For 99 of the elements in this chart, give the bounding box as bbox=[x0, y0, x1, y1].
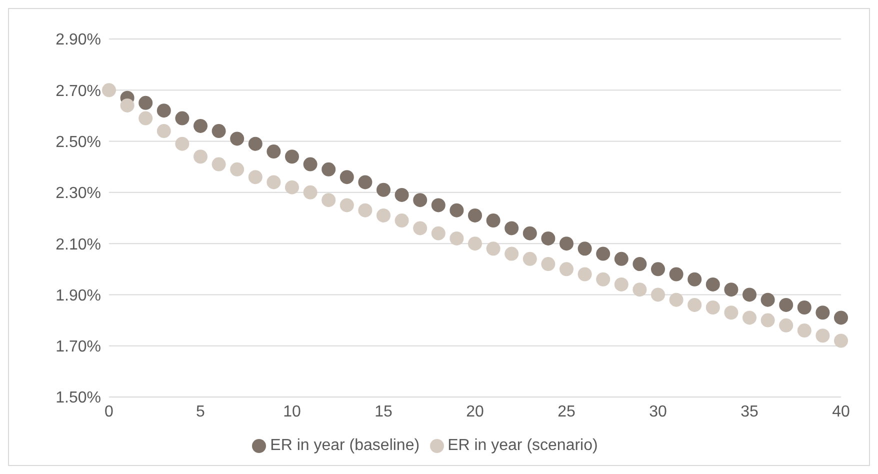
point bbox=[248, 136, 262, 151]
point bbox=[138, 111, 153, 126]
point bbox=[230, 132, 244, 146]
point bbox=[285, 150, 299, 164]
y-tick-label: 2.90% bbox=[56, 32, 101, 49]
point bbox=[724, 282, 738, 297]
legend-label: ER in year (baseline) bbox=[270, 437, 420, 454]
point bbox=[358, 175, 372, 190]
point bbox=[120, 98, 134, 112]
legend-label: ER in year (scenario) bbox=[448, 437, 598, 454]
point bbox=[413, 193, 428, 208]
point bbox=[266, 144, 281, 159]
point bbox=[522, 252, 537, 266]
x-tick-label: 5 bbox=[196, 403, 206, 420]
point bbox=[522, 226, 537, 240]
point bbox=[669, 267, 684, 282]
x-tick-label: 0 bbox=[104, 403, 114, 420]
point bbox=[560, 236, 574, 251]
y-tick-label: 2.30% bbox=[56, 185, 101, 202]
point bbox=[212, 124, 226, 138]
point bbox=[797, 324, 812, 338]
x-tick-label: 15 bbox=[374, 403, 392, 420]
x-tick-label: 35 bbox=[740, 403, 758, 420]
point bbox=[779, 298, 794, 312]
point bbox=[797, 300, 812, 314]
point bbox=[340, 170, 354, 184]
point bbox=[138, 96, 153, 110]
point bbox=[724, 306, 738, 320]
point bbox=[578, 242, 592, 256]
point bbox=[175, 111, 190, 126]
point bbox=[156, 124, 171, 138]
point bbox=[614, 277, 628, 292]
point bbox=[303, 157, 318, 172]
y-tick-label: 1.50% bbox=[56, 390, 101, 407]
point bbox=[486, 242, 500, 256]
point bbox=[486, 214, 500, 228]
y-tick-label: 1.90% bbox=[56, 287, 101, 304]
point bbox=[413, 221, 428, 236]
x-tick-label: 20 bbox=[466, 403, 484, 420]
point bbox=[596, 272, 610, 286]
point bbox=[358, 203, 372, 218]
y-tick-label: 2.50% bbox=[56, 134, 101, 151]
point bbox=[779, 318, 794, 332]
point bbox=[194, 150, 208, 164]
point bbox=[706, 300, 720, 314]
point bbox=[303, 185, 318, 200]
point bbox=[468, 208, 482, 222]
point bbox=[266, 175, 281, 190]
point bbox=[394, 214, 409, 228]
point bbox=[742, 288, 756, 302]
x-tick-label: 40 bbox=[832, 403, 850, 420]
point bbox=[816, 328, 830, 343]
point bbox=[322, 193, 336, 208]
point bbox=[102, 83, 116, 98]
point bbox=[322, 162, 336, 176]
point bbox=[560, 262, 574, 276]
point bbox=[230, 162, 244, 176]
point bbox=[450, 203, 464, 218]
point bbox=[504, 246, 519, 261]
point bbox=[614, 252, 628, 266]
point bbox=[340, 198, 354, 212]
point bbox=[651, 288, 665, 302]
point bbox=[156, 104, 171, 118]
point bbox=[632, 282, 647, 297]
point bbox=[394, 188, 409, 202]
point bbox=[742, 310, 756, 325]
point bbox=[669, 292, 684, 307]
point bbox=[816, 306, 830, 320]
point bbox=[212, 157, 226, 172]
x-tick-label: 10 bbox=[283, 403, 301, 420]
x-tick-label: 25 bbox=[558, 403, 576, 420]
y-tick-label: 2.10% bbox=[56, 236, 101, 254]
point bbox=[541, 231, 556, 246]
point bbox=[688, 272, 702, 286]
point bbox=[834, 310, 848, 325]
point bbox=[651, 262, 665, 276]
point bbox=[688, 298, 702, 312]
point bbox=[760, 313, 775, 328]
point bbox=[376, 182, 390, 197]
point bbox=[706, 277, 720, 292]
point bbox=[578, 267, 592, 282]
point bbox=[541, 257, 556, 272]
point bbox=[504, 221, 519, 236]
point bbox=[376, 208, 390, 222]
point bbox=[175, 136, 190, 151]
point bbox=[596, 246, 610, 261]
x-tick-label: 30 bbox=[649, 403, 667, 420]
point bbox=[285, 180, 299, 194]
point bbox=[760, 292, 775, 307]
point bbox=[834, 334, 848, 348]
point bbox=[468, 236, 482, 251]
point bbox=[248, 170, 262, 184]
point bbox=[431, 226, 446, 240]
point bbox=[632, 257, 647, 272]
y-tick-label: 1.70% bbox=[56, 338, 101, 356]
y-tick-label: 2.70% bbox=[56, 82, 101, 100]
point bbox=[450, 231, 464, 246]
point bbox=[194, 118, 208, 133]
point bbox=[431, 198, 446, 212]
